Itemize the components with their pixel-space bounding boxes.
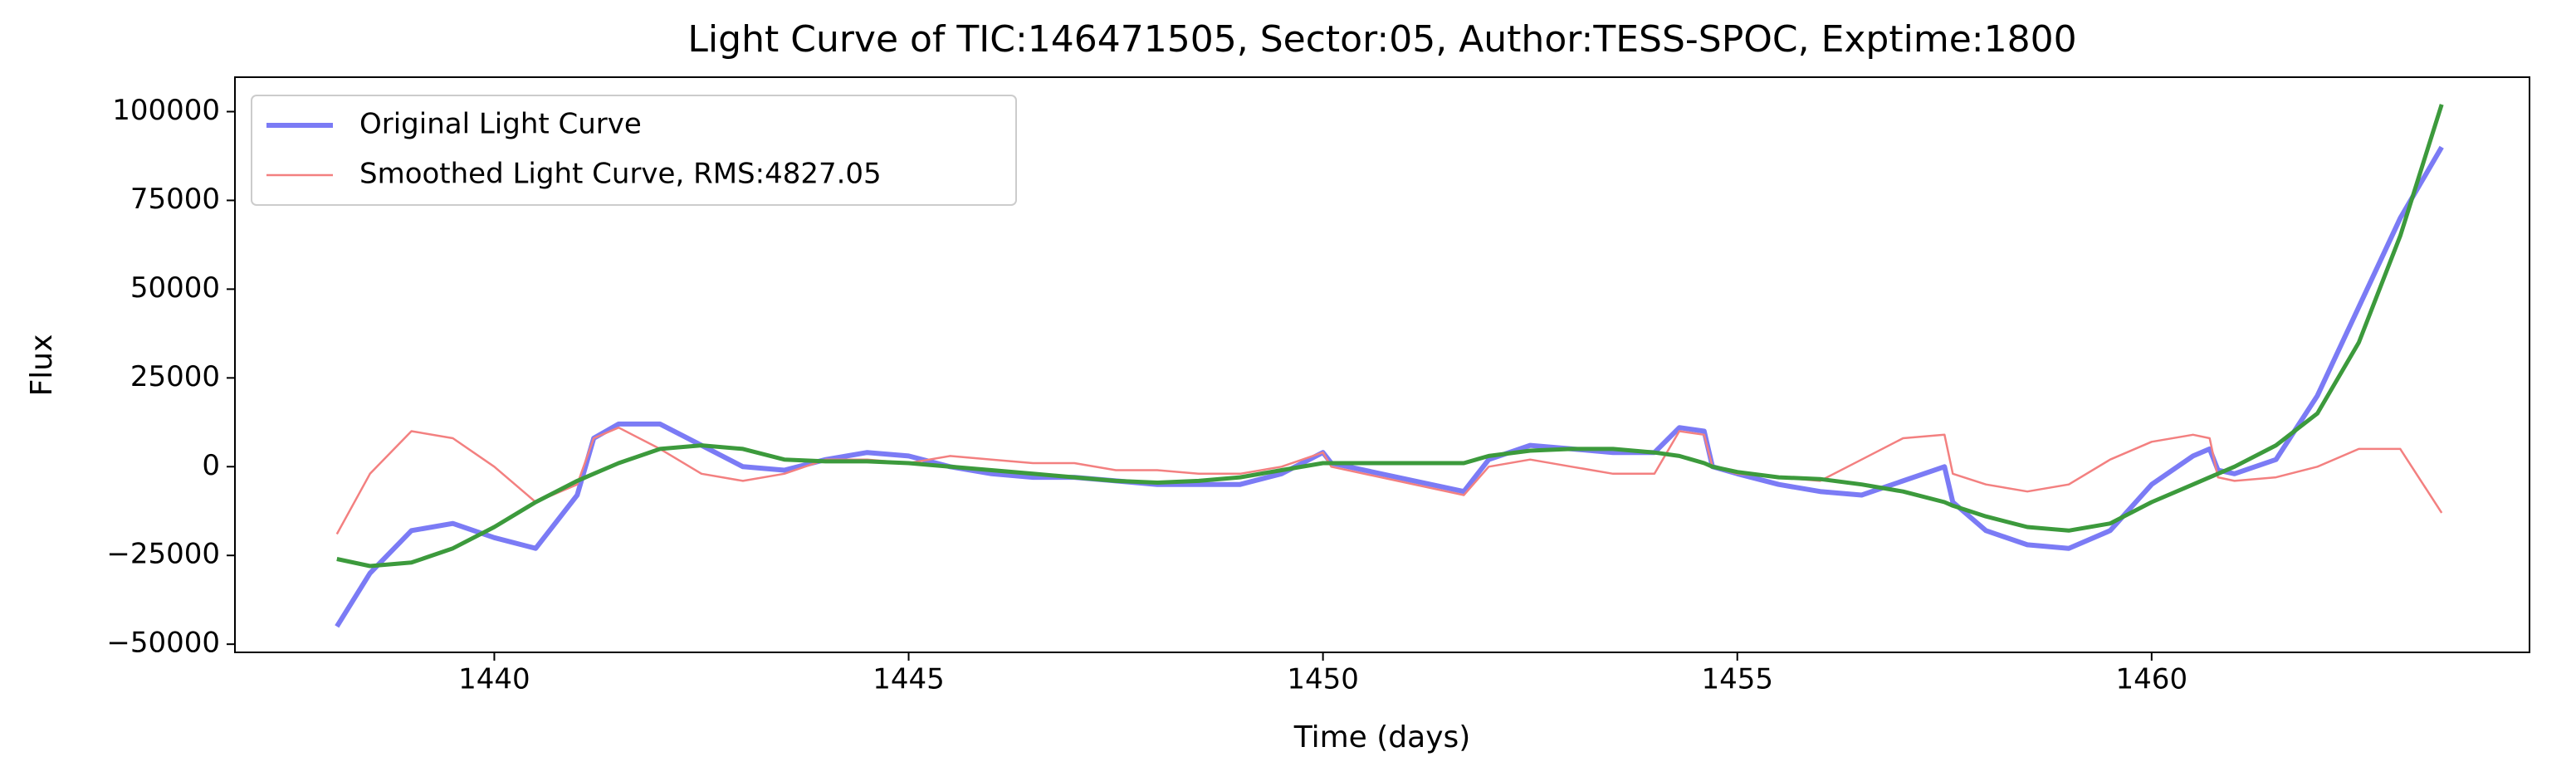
legend-box: [251, 95, 1017, 206]
y-tick-label: −50000: [106, 627, 220, 660]
x-tick-label: 1445: [873, 663, 945, 696]
y-tick-label: 100000: [112, 94, 220, 127]
y-tick-label: 25000: [130, 360, 220, 393]
data-line: [335, 145, 2444, 628]
y-tick-label: 75000: [130, 183, 220, 216]
x-tick-label: 1450: [1287, 663, 1359, 696]
y-tick-label: 50000: [130, 271, 220, 305]
chart-title: Light Curve of TIC:146471505, Sector:05,…: [687, 18, 2076, 61]
data-line: [335, 426, 2443, 535]
y-tick-label: 0: [202, 449, 220, 482]
plot-frame: [234, 76, 2530, 653]
legend-label: Original Light Curve: [359, 108, 642, 141]
y-tick-label: −25000: [106, 538, 220, 571]
x-tick-label: 1460: [2116, 663, 2188, 696]
legend-label: Smoothed Light Curve, RMS:4827.05: [359, 158, 882, 191]
x-tick-label: 1440: [458, 663, 530, 696]
x-axis-label: Time (days): [1293, 720, 1471, 754]
x-tick-label: 1455: [1701, 663, 1773, 696]
data-line: [336, 104, 2444, 569]
y-axis-label: Flux: [25, 334, 59, 397]
